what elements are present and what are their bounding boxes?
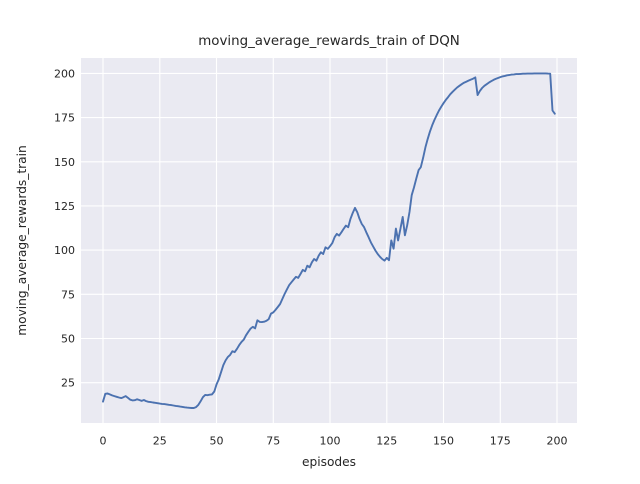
chart-title: moving_average_rewards_train of DQN — [198, 34, 460, 49]
x-axis-label: episodes — [302, 455, 356, 469]
y-axis-label: moving_average_rewards_train — [15, 145, 29, 336]
x-tick-label: 125 — [376, 435, 397, 448]
y-tick-label: 25 — [61, 377, 75, 390]
y-tick-label: 100 — [54, 244, 75, 257]
y-tick-label: 175 — [54, 112, 75, 125]
x-tick-label: 25 — [153, 435, 167, 448]
y-tick-label: 125 — [54, 200, 75, 213]
x-tick-label: 150 — [433, 435, 454, 448]
x-tick-label: 50 — [210, 435, 224, 448]
x-tick-label: 100 — [320, 435, 341, 448]
y-tick-label: 200 — [54, 67, 75, 80]
y-tick-label: 150 — [54, 156, 75, 169]
y-tick-label: 50 — [61, 333, 75, 346]
series-line — [102, 72, 556, 409]
x-tick-label: 175 — [490, 435, 511, 448]
x-tick-label: 0 — [100, 435, 107, 448]
x-tick-label: 200 — [547, 435, 568, 448]
x-tick-label: 75 — [266, 435, 280, 448]
plot-area — [81, 58, 577, 423]
y-tick-label: 75 — [61, 288, 75, 301]
